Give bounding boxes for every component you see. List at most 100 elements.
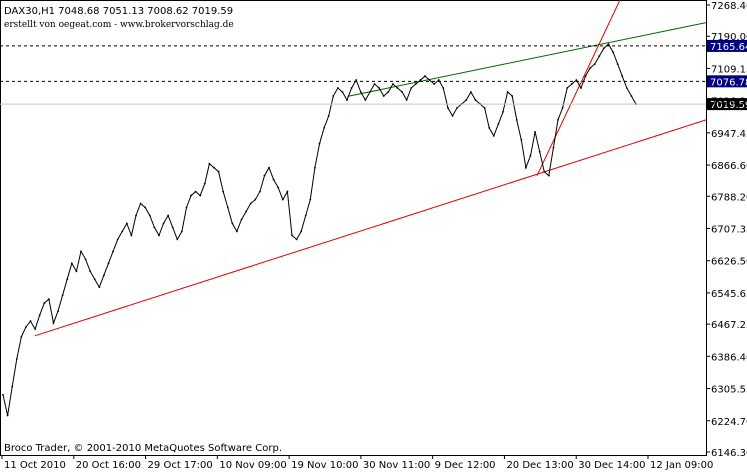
price-point (236, 230, 238, 233)
price-point (538, 150, 541, 153)
price-point (378, 87, 381, 89)
price-point (336, 87, 339, 89)
price-point (272, 178, 275, 181)
x-tick-label: 30 Dec 14:00 (578, 460, 645, 471)
price-point (139, 202, 142, 205)
x-tick-label: 11 Oct 2010 (4, 460, 66, 471)
price-point (465, 99, 468, 101)
price-point (387, 91, 390, 93)
price-tag-label: 7076.78 (710, 77, 747, 88)
price-point (437, 79, 440, 81)
x-tick-label: 12 Jan 09:00 (650, 460, 713, 471)
price-point (52, 322, 55, 324)
x-tick-label: 20 Oct 16:00 (76, 460, 141, 471)
price-point (442, 87, 445, 89)
price-point (456, 107, 459, 109)
source-caption: erstellt von oegeat.com - www.brokervors… (4, 20, 234, 30)
price-point (547, 174, 550, 177)
price-point (254, 198, 257, 201)
price-point (593, 63, 596, 66)
trendlines (34, 0, 707, 337)
price-point (116, 238, 119, 241)
price-point (240, 218, 243, 221)
price-point (20, 336, 23, 338)
price-point (382, 95, 385, 97)
price-point (625, 87, 628, 89)
price-point (575, 79, 578, 81)
copyright-text: Broco Trader, © 2001-2010 MetaQuotes Sof… (4, 443, 282, 454)
price-point (66, 278, 69, 281)
price-point (561, 107, 564, 109)
price-point (75, 270, 78, 273)
price-point (130, 234, 133, 237)
price-point (630, 95, 633, 97)
price-point (346, 99, 348, 101)
price-point (70, 262, 73, 265)
price-point (125, 222, 128, 225)
x-tick-label: 20 Dec 13:00 (506, 460, 573, 471)
y-tick-label: 6866.60 (711, 161, 747, 172)
price-point (483, 107, 486, 109)
price-point (11, 385, 14, 388)
x-tick-label: 19 Nov 10:00 (291, 460, 358, 471)
price-point (167, 214, 170, 217)
price-point (277, 186, 280, 189)
price-point (190, 194, 192, 197)
price-point (208, 162, 211, 165)
price-point (433, 83, 436, 85)
price-point (364, 99, 367, 101)
price-point (180, 230, 183, 233)
price-point (249, 202, 252, 205)
y-tick-label: 7190.00 (711, 32, 747, 43)
price-point (309, 198, 312, 201)
price-point (534, 130, 536, 133)
price-point (410, 87, 413, 89)
price-point (304, 214, 307, 217)
price-point (589, 67, 592, 70)
y-tick-label: 7109.15 (711, 64, 747, 75)
price-point (171, 226, 174, 229)
support-trendline (34, 119, 707, 337)
price-point (121, 230, 124, 233)
y-tick-label: 6386.40 (711, 352, 747, 363)
price-point (566, 87, 569, 89)
y-tick-label: 7028.30 (711, 97, 747, 108)
price-point (570, 83, 573, 85)
y-tick-label: 6707.35 (711, 225, 747, 236)
price-point (144, 206, 147, 209)
price-point (176, 238, 179, 241)
price-point (300, 230, 303, 233)
y-tick-label: 6626.50 (711, 257, 747, 268)
price-point (616, 63, 619, 66)
x-axis: 11 Oct 2010 20 Oct 16:00 29 Oct 17:00 10 No… (1, 455, 713, 471)
price-point (451, 115, 454, 117)
price-point (359, 91, 362, 93)
price-point (323, 126, 325, 129)
price-point (286, 190, 289, 193)
price-point (185, 206, 188, 209)
y-tick-label: 6947.45 (711, 129, 747, 140)
price-point (428, 79, 431, 81)
price-tag-box (707, 75, 747, 88)
y-tick-label: 7268.40 (711, 1, 747, 12)
price-point (6, 414, 9, 417)
price-point (258, 190, 261, 193)
price-point (25, 326, 27, 328)
price-point (213, 166, 215, 169)
price-point (29, 320, 32, 322)
price-point (93, 278, 96, 281)
price-point (89, 270, 92, 273)
price-point (598, 55, 601, 58)
price-point (61, 294, 64, 297)
price-point (602, 47, 605, 50)
price-point (15, 358, 18, 360)
price-point (135, 214, 137, 217)
price-point (447, 107, 449, 109)
price-point (529, 154, 532, 157)
price-point (153, 226, 156, 229)
price-point (401, 91, 403, 93)
x-tick-label: 29 Oct 17:00 (148, 460, 213, 471)
price-point (373, 83, 376, 85)
